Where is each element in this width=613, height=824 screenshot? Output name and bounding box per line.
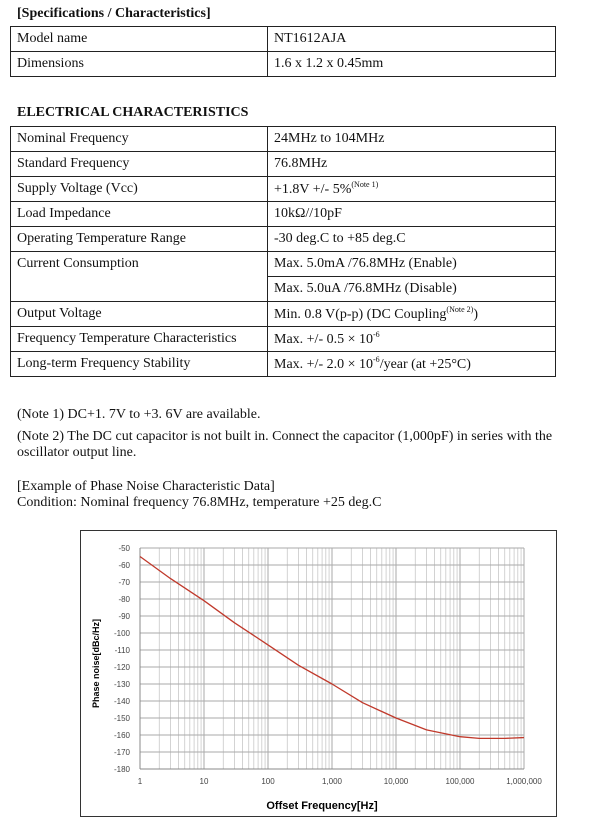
table-row: Dimensions 1.6 x 1.2 x 0.45mm <box>10 51 556 77</box>
spec-label: Standard Frequency <box>10 151 268 177</box>
spec-label: Dimensions <box>10 51 268 77</box>
spec-value: Max. +/- 0.5 × 10-6 <box>267 326 556 352</box>
spec-table: Model name NT1612AJA Dimensions 1.6 x 1.2 x… <box>10 26 556 77</box>
example-condition: Condition: Nominal frequency 76.8MHz, te… <box>17 495 382 510</box>
spec-value: -30 deg.C to +85 deg.C <box>267 226 556 252</box>
x-tick-label: 1,000 <box>322 777 343 786</box>
superscript: (Note 1) <box>351 180 379 189</box>
x-tick-label: 1,000,000 <box>506 777 542 786</box>
spec-label: Current Consumption <box>10 251 268 302</box>
y-tick-label: -140 <box>114 697 131 706</box>
elec-heading: ELECTRICAL CHARACTERISTICS <box>17 105 249 120</box>
table-row: Model name NT1612AJA <box>10 26 556 52</box>
spec-value: Min. 0.8 V(p-p) (DC Coupling(Note 2)) <box>267 301 556 327</box>
y-tick-label: -150 <box>114 714 131 723</box>
spec-label: Nominal Frequency <box>10 126 268 152</box>
y-tick-label: -110 <box>115 646 131 655</box>
spec-label: Model name <box>10 26 268 52</box>
y-tick-label: -160 <box>114 731 131 740</box>
y-tick-label: -130 <box>114 680 131 689</box>
example-title: [Example of Phase Noise Characteristic D… <box>17 479 275 494</box>
note-1: (Note 1) DC+1. 7V to +3. 6V are availabl… <box>17 407 261 422</box>
x-axis-label: Offset Frequency[Hz] <box>266 800 378 812</box>
spec-label: Output Voltage <box>10 301 268 327</box>
table-row: Long-term Frequency Stability Max. +/- 2.… <box>10 351 556 377</box>
spec-value: +1.8V +/- 5%(Note 1) <box>267 176 556 202</box>
y-axis-label: Phase noise[dBc/Hz] <box>91 619 101 708</box>
spec-value: Max. +/- 2.0 × 10-6/year (at +25°C) <box>267 351 556 377</box>
y-tick-label: -50 <box>118 544 130 553</box>
table-row: Current Consumption Max. 5.0mA /76.8MHz (… <box>10 251 556 302</box>
x-tick-label: 100 <box>261 777 275 786</box>
table-row: Load Impedance 10kΩ//10pF <box>10 201 556 227</box>
chart-svg: -50 -60 -70 -80 -90 -100 -110 -120 -130 -140 -150 -… <box>91 544 542 812</box>
y-tick-label: -180 <box>114 765 131 774</box>
spec-label: Operating Temperature Range <box>10 226 268 252</box>
y-tick-label: -60 <box>118 561 130 570</box>
superscript: (Note 2) <box>446 305 474 314</box>
y-tick-label: -80 <box>118 595 130 604</box>
y-tick-label: -120 <box>114 663 131 672</box>
y-tick-label: -100 <box>114 629 131 638</box>
table-row: Standard Frequency 76.8MHz <box>10 151 556 177</box>
y-tick-label: -170 <box>114 748 131 757</box>
table-row: Max. 5.0uA /76.8MHz (Disable) <box>11 276 556 302</box>
x-tick-label: 10 <box>200 777 209 786</box>
spec-value: 76.8MHz <box>267 151 556 177</box>
table-row: Supply Voltage (Vcc) +1.8V +/- 5%(Note 1) <box>10 176 556 202</box>
table-row: Output Voltage Min. 0.8 V(p-p) (DC Coupli… <box>10 301 556 327</box>
superscript: -6 <box>373 355 380 364</box>
x-tick-label: 100,000 <box>446 777 475 786</box>
spec-value: Max. 5.0uA /76.8MHz (Disable) <box>267 276 556 302</box>
phase-noise-chart: -50 -60 -70 -80 -90 -100 -110 -120 -130 -140 -150 -… <box>80 530 557 817</box>
x-tick-label: 10,000 <box>384 777 409 786</box>
table-row: Frequency Temperature Characteristics Max… <box>10 326 556 352</box>
spec-label: Frequency Temperature Characteristics <box>10 326 268 352</box>
spec-value: 10kΩ//10pF <box>267 201 556 227</box>
spec-label: Load Impedance <box>10 201 268 227</box>
superscript: -6 <box>373 330 380 339</box>
note-2-cont: oscillator output line. <box>17 445 137 460</box>
spec-value: 24MHz to 104MHz <box>267 126 556 152</box>
electrical-table: Nominal Frequency 24MHz to 104MHz Standard… <box>10 126 556 377</box>
note-2: (Note 2) The DC cut capacitor is not bui… <box>17 429 553 444</box>
spec-value: 1.6 x 1.2 x 0.45mm <box>267 51 556 77</box>
spec-value: Max. 5.0mA /76.8MHz (Enable) <box>267 251 556 277</box>
x-tick-label: 1 <box>138 777 143 786</box>
phase-noise-line <box>139 555 525 740</box>
spec-label: Supply Voltage (Vcc) <box>10 176 268 202</box>
table-row: Operating Temperature Range -30 deg.C to … <box>10 226 556 252</box>
spec-heading: [Specifications / Characteristics] <box>17 6 211 21</box>
spec-label: Long-term Frequency Stability <box>10 351 268 377</box>
y-tick-label: -70 <box>118 578 130 587</box>
table-row: Nominal Frequency 24MHz to 104MHz <box>10 126 556 152</box>
spec-value: NT1612AJA <box>267 26 556 52</box>
y-tick-label: -90 <box>118 612 130 621</box>
